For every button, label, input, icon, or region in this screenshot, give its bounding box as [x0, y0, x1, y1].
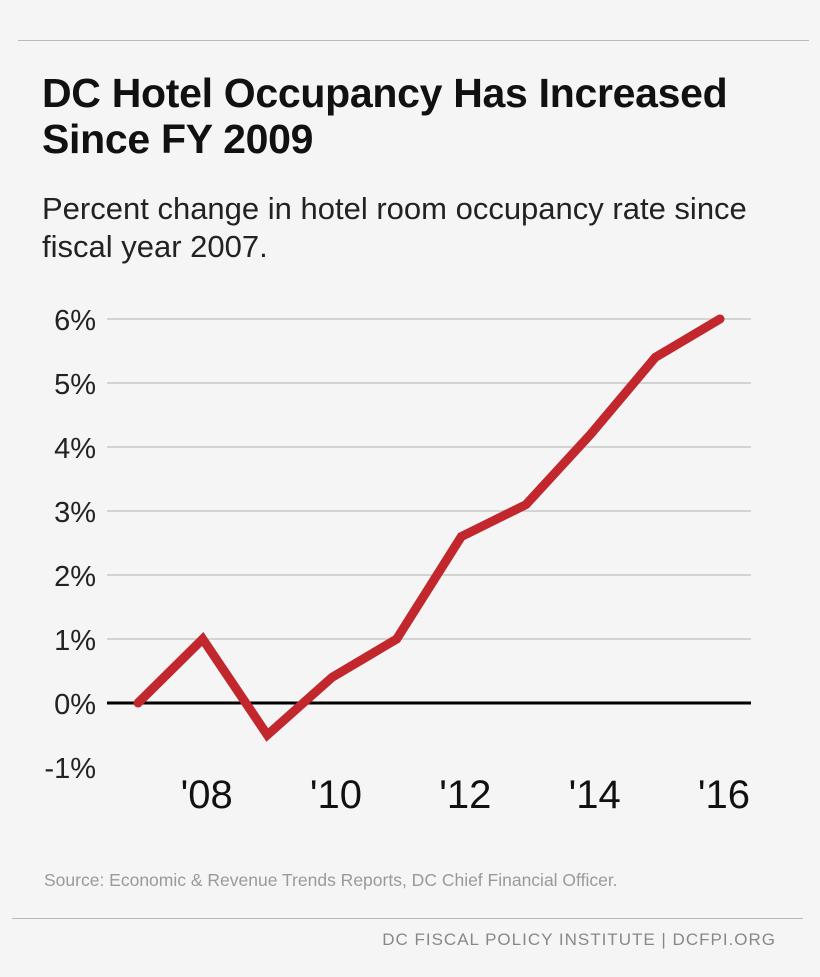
chart-title: DC Hotel Occupancy Has Increased Since F…	[42, 70, 728, 162]
x-tick-label: '08	[181, 773, 233, 817]
x-tick-label: '16	[698, 773, 750, 817]
chart-subtitle: Percent change in hotel room occupancy r…	[42, 191, 747, 264]
y-tick-label: 4%	[54, 433, 96, 465]
y-tick-label: 0%	[54, 689, 96, 721]
source-note: Source: Economic & Revenue Trends Report…	[44, 870, 618, 890]
y-tick-label: -1%	[44, 753, 96, 785]
y-tick-label: 3%	[54, 497, 96, 529]
top-rule	[18, 40, 809, 41]
series-line	[133, 314, 725, 742]
y-tick-label: 5%	[54, 369, 96, 401]
y-tick-label: 1%	[54, 625, 96, 657]
footer-org: DC FISCAL POLICY INSTITUTE | DCFPI.ORG	[382, 930, 776, 949]
x-tick-label: '12	[439, 773, 491, 817]
x-tick-label: '10	[310, 773, 362, 817]
bottom-rule	[12, 918, 803, 919]
x-tick-label: '14	[569, 773, 621, 817]
y-tick-label: 2%	[54, 561, 96, 593]
y-tick-label: 6%	[54, 305, 96, 337]
line-chart: -1% 0% 1% 2% 3% 4% 5% 6% '08 '10 '12 '14 '16	[44, 305, 751, 817]
